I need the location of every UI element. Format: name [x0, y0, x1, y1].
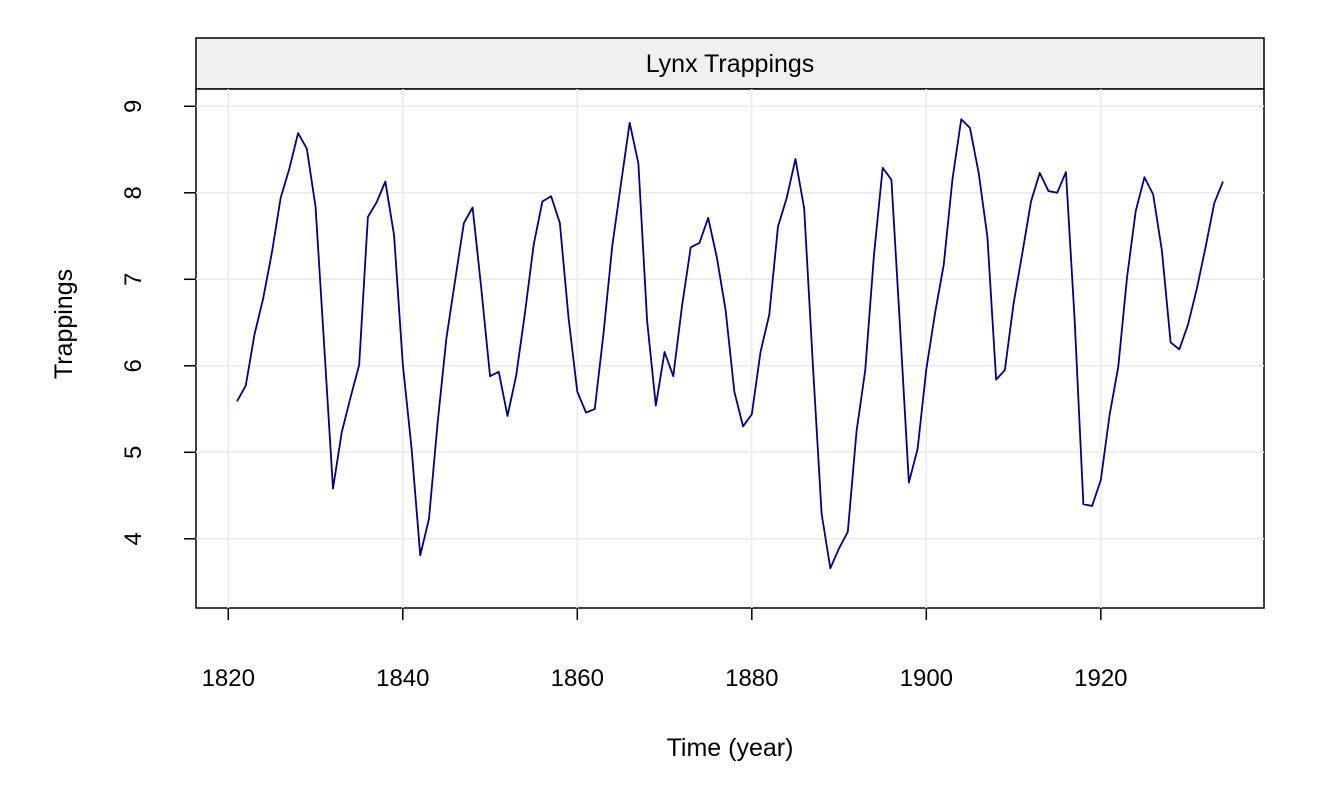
grid — [196, 89, 1264, 608]
x-tick-label: 1900 — [900, 665, 953, 692]
y-axis: 4 5 6 7 8 9 — [120, 100, 196, 545]
y-tick-label: 9 — [120, 100, 147, 113]
y-tick-label: 4 — [120, 532, 147, 545]
series-layer — [236, 118, 1224, 570]
y-tick-label: 6 — [120, 359, 147, 372]
y-tick-label: 7 — [120, 273, 147, 286]
strip-header — [195, 37, 1265, 90]
x-axis-title: Time (year) — [667, 734, 794, 762]
x-tick-label: 1860 — [551, 665, 604, 692]
x-tick-label: 1820 — [202, 665, 255, 692]
x-tick-label: 1920 — [1074, 665, 1127, 692]
x-axis: 1820 1840 1860 1880 1900 1920 — [202, 608, 1128, 692]
y-tick-label: 8 — [120, 186, 147, 199]
x-tick-label: 1880 — [725, 665, 778, 692]
y-tick-label: 5 — [120, 446, 147, 459]
chart-title: Lynx Trappings — [646, 50, 815, 78]
series-line — [236, 118, 1224, 570]
x-tick-label: 1840 — [376, 665, 429, 692]
y-axis-title: Trappings — [50, 269, 78, 379]
